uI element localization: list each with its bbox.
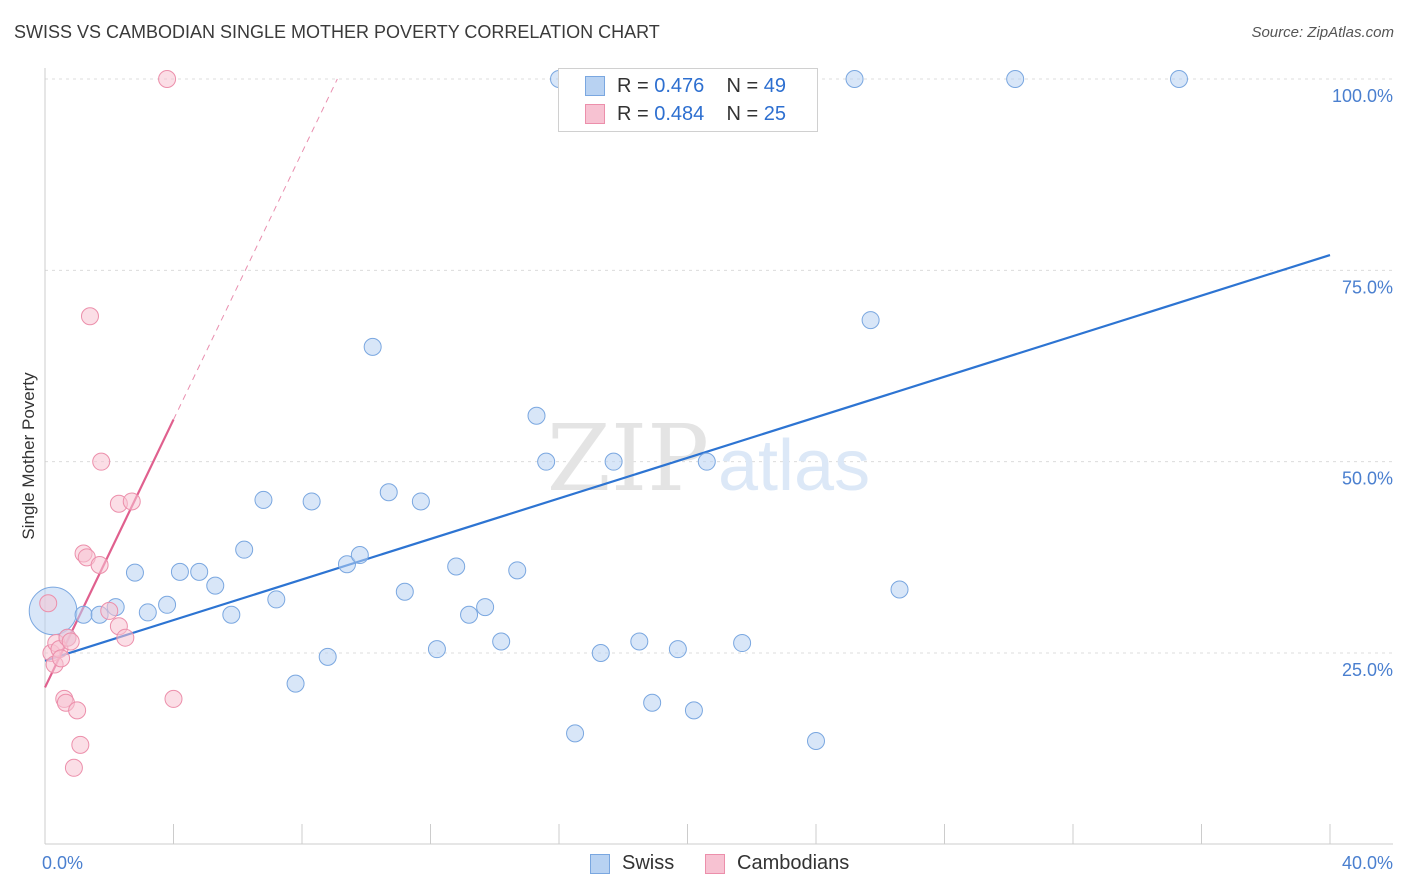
swiss-point — [28, 586, 78, 636]
cambodians-r-label: R = — [617, 102, 655, 125]
y-axis-label: Single Mother Poverty — [19, 372, 38, 540]
swiss-point — [537, 452, 556, 471]
cambodians-r-value: 0.484 — [654, 102, 705, 125]
swiss-r-label: R = — [617, 74, 655, 97]
swiss-point — [460, 605, 479, 624]
cambodians-point — [92, 452, 111, 471]
watermark-atlas: atlas — [718, 426, 870, 506]
cambodians-legend-swatch — [705, 854, 725, 874]
swiss-point — [527, 406, 546, 425]
swiss-point — [643, 693, 662, 712]
swiss-point — [1006, 70, 1025, 88]
cambodians-point — [158, 70, 177, 88]
cambodians-point — [122, 492, 141, 511]
y-tick-label: 25.0% — [1342, 660, 1393, 680]
swiss-point — [337, 555, 356, 574]
swiss-point — [890, 580, 909, 599]
source-credit: Source: ZipAtlas.com — [1251, 24, 1394, 41]
chart-title: SWISS VS CAMBODIAN SINGLE MOTHER POVERTY… — [14, 22, 660, 42]
cambodians-point — [39, 594, 58, 613]
swiss-point — [1170, 70, 1189, 88]
cambodians-n-value: 25 — [763, 102, 787, 125]
swiss-point — [684, 701, 703, 720]
swiss-swatch — [585, 76, 605, 96]
cambodians-point — [64, 758, 83, 777]
cambodians-point — [164, 689, 183, 708]
swiss-point — [206, 576, 225, 595]
cambodians-legend-label: Cambodians — [737, 852, 850, 874]
y-tick-label: 50.0% — [1342, 469, 1393, 489]
swiss-point — [190, 562, 209, 581]
swiss-point — [254, 490, 273, 509]
swiss-point — [566, 724, 585, 743]
swiss-point — [697, 452, 716, 471]
cambodians-stats: R = 0.484 N = 25 — [617, 103, 786, 126]
swiss-n-value: 49 — [763, 74, 787, 97]
swiss-point — [286, 674, 305, 693]
swiss-n-label: N = — [726, 74, 764, 97]
swiss-point — [591, 644, 610, 662]
correlation-legend: R = 0.476 N = 49 R = 0.484 N = 25 — [558, 68, 818, 132]
swiss-legend-swatch — [590, 854, 610, 874]
swiss-point — [508, 561, 527, 580]
swiss-point — [267, 590, 286, 609]
swiss-point — [668, 640, 687, 659]
swiss-point — [235, 540, 254, 559]
swiss-trend-line — [44, 253, 1331, 662]
swiss-point — [363, 337, 382, 356]
swiss-point — [733, 634, 752, 653]
swiss-point — [379, 483, 398, 502]
cambodians-point — [80, 307, 99, 326]
swiss-point — [125, 563, 144, 582]
swiss-point — [845, 70, 864, 88]
cambodians-point — [52, 649, 71, 668]
swiss-point — [411, 492, 430, 511]
y-tick-label: 100.0% — [1332, 86, 1393, 106]
cambodians-point — [100, 601, 119, 620]
swiss-point — [302, 492, 321, 511]
swiss-point — [476, 598, 495, 617]
swiss-stats: R = 0.476 N = 49 — [617, 75, 786, 98]
swiss-r-value: 0.476 — [654, 74, 705, 97]
swiss-point — [807, 732, 825, 751]
x-tick-label-min: 0.0% — [42, 853, 83, 873]
y-tick-label: 75.0% — [1342, 277, 1393, 297]
swiss-point — [170, 562, 189, 581]
swiss-point — [74, 605, 93, 624]
swiss-point — [318, 647, 337, 666]
swiss-point — [861, 311, 880, 330]
swiss-point — [222, 605, 241, 624]
cambodians-point — [68, 701, 87, 720]
swiss-point — [395, 582, 414, 601]
swiss-legend-label: Swiss — [622, 852, 675, 874]
cambodians-point — [116, 628, 135, 647]
swiss-point — [492, 632, 511, 651]
swiss-point — [158, 595, 177, 614]
cambodians-swatch — [585, 104, 605, 124]
swiss-point — [630, 632, 649, 651]
swiss-point — [350, 546, 369, 565]
cambodians-trend-extension — [173, 78, 338, 420]
cambodians-point — [61, 632, 80, 651]
swiss-point — [427, 640, 446, 659]
swiss-point — [138, 603, 157, 622]
swiss-point — [447, 557, 466, 576]
cambodians-point — [90, 555, 109, 574]
cambodians-n-label: N = — [726, 102, 764, 125]
x-tick-label-max: 40.0% — [1342, 853, 1393, 873]
cambodians-point — [71, 735, 90, 754]
swiss-point — [604, 452, 623, 471]
